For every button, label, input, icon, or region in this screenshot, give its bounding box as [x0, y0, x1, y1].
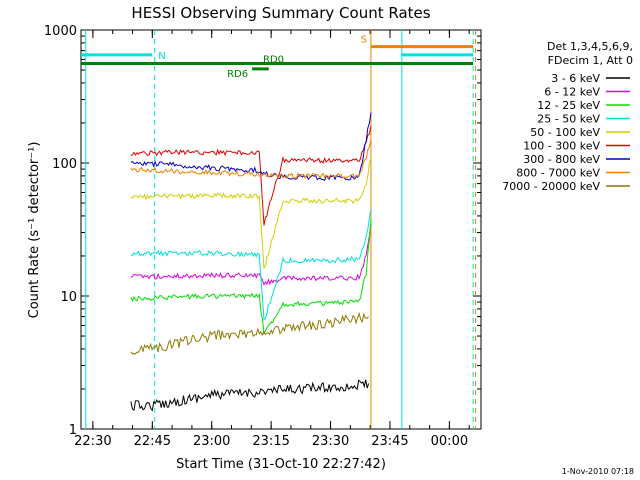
y-tick-label: 1000 [44, 24, 77, 39]
legend-entry: 300 - 800 keV [523, 153, 600, 166]
x-tick-label: 23:45 [371, 434, 408, 449]
series-line [130, 125, 372, 226]
x-tick-label: 23:15 [252, 434, 289, 449]
chart-title: HESSI Observing Summary Count Rates [131, 4, 430, 22]
series-line [130, 218, 372, 335]
legend-entry: 800 - 7000 keV [516, 167, 600, 180]
x-tick-label: 00:00 [431, 434, 468, 449]
y-axis-label: Count Rate (s⁻¹ detector⁻¹) [27, 142, 42, 319]
series-line [130, 379, 370, 412]
series-line [130, 112, 372, 182]
y-tick-label: 1 [69, 423, 77, 438]
event-label: N [158, 51, 165, 62]
event-label: RD6 [227, 69, 248, 80]
series-line [130, 139, 372, 180]
legend-entry: 50 - 100 keV [530, 126, 600, 139]
legend-entry: 7000 - 20000 keV [502, 180, 600, 193]
x-tick-label: 23:00 [193, 434, 230, 449]
legend-header-1: Det 1,3,4,5,6,9, [547, 40, 633, 53]
x-axis-label: Start Time (31-Oct-10 22:27:42) [176, 457, 386, 472]
series-line [130, 223, 372, 287]
y-tick-label: 100 [52, 157, 77, 172]
series-line [130, 209, 372, 321]
legend-entry: 3 - 6 keV [551, 72, 600, 85]
timestamp: 1-Nov-2010 07:18 [562, 467, 634, 476]
axes-frame [80, 29, 482, 430]
data-layer: 22:30 22:45 23:00 23:15 23:30 23:45 00:00 1 10 10… [44, 24, 630, 449]
x-tick-label: 22:30 [74, 434, 111, 449]
legend-header-2: FDecim 1, Att 0 [548, 54, 633, 67]
x-tick-label: 23:30 [312, 434, 349, 449]
x-tick-label: 22:45 [134, 434, 171, 449]
legend-entry: 12 - 25 keV [537, 99, 600, 112]
y-tick-label: 10 [60, 290, 77, 305]
series-line [130, 157, 372, 270]
event-label: RD0 [263, 54, 284, 65]
series-line [130, 311, 369, 355]
legend-entry: 6 - 12 keV [544, 86, 600, 99]
legend-entry: 100 - 300 keV [523, 140, 600, 153]
legend-entry: 25 - 50 keV [537, 113, 600, 126]
event-label: S [361, 35, 367, 46]
